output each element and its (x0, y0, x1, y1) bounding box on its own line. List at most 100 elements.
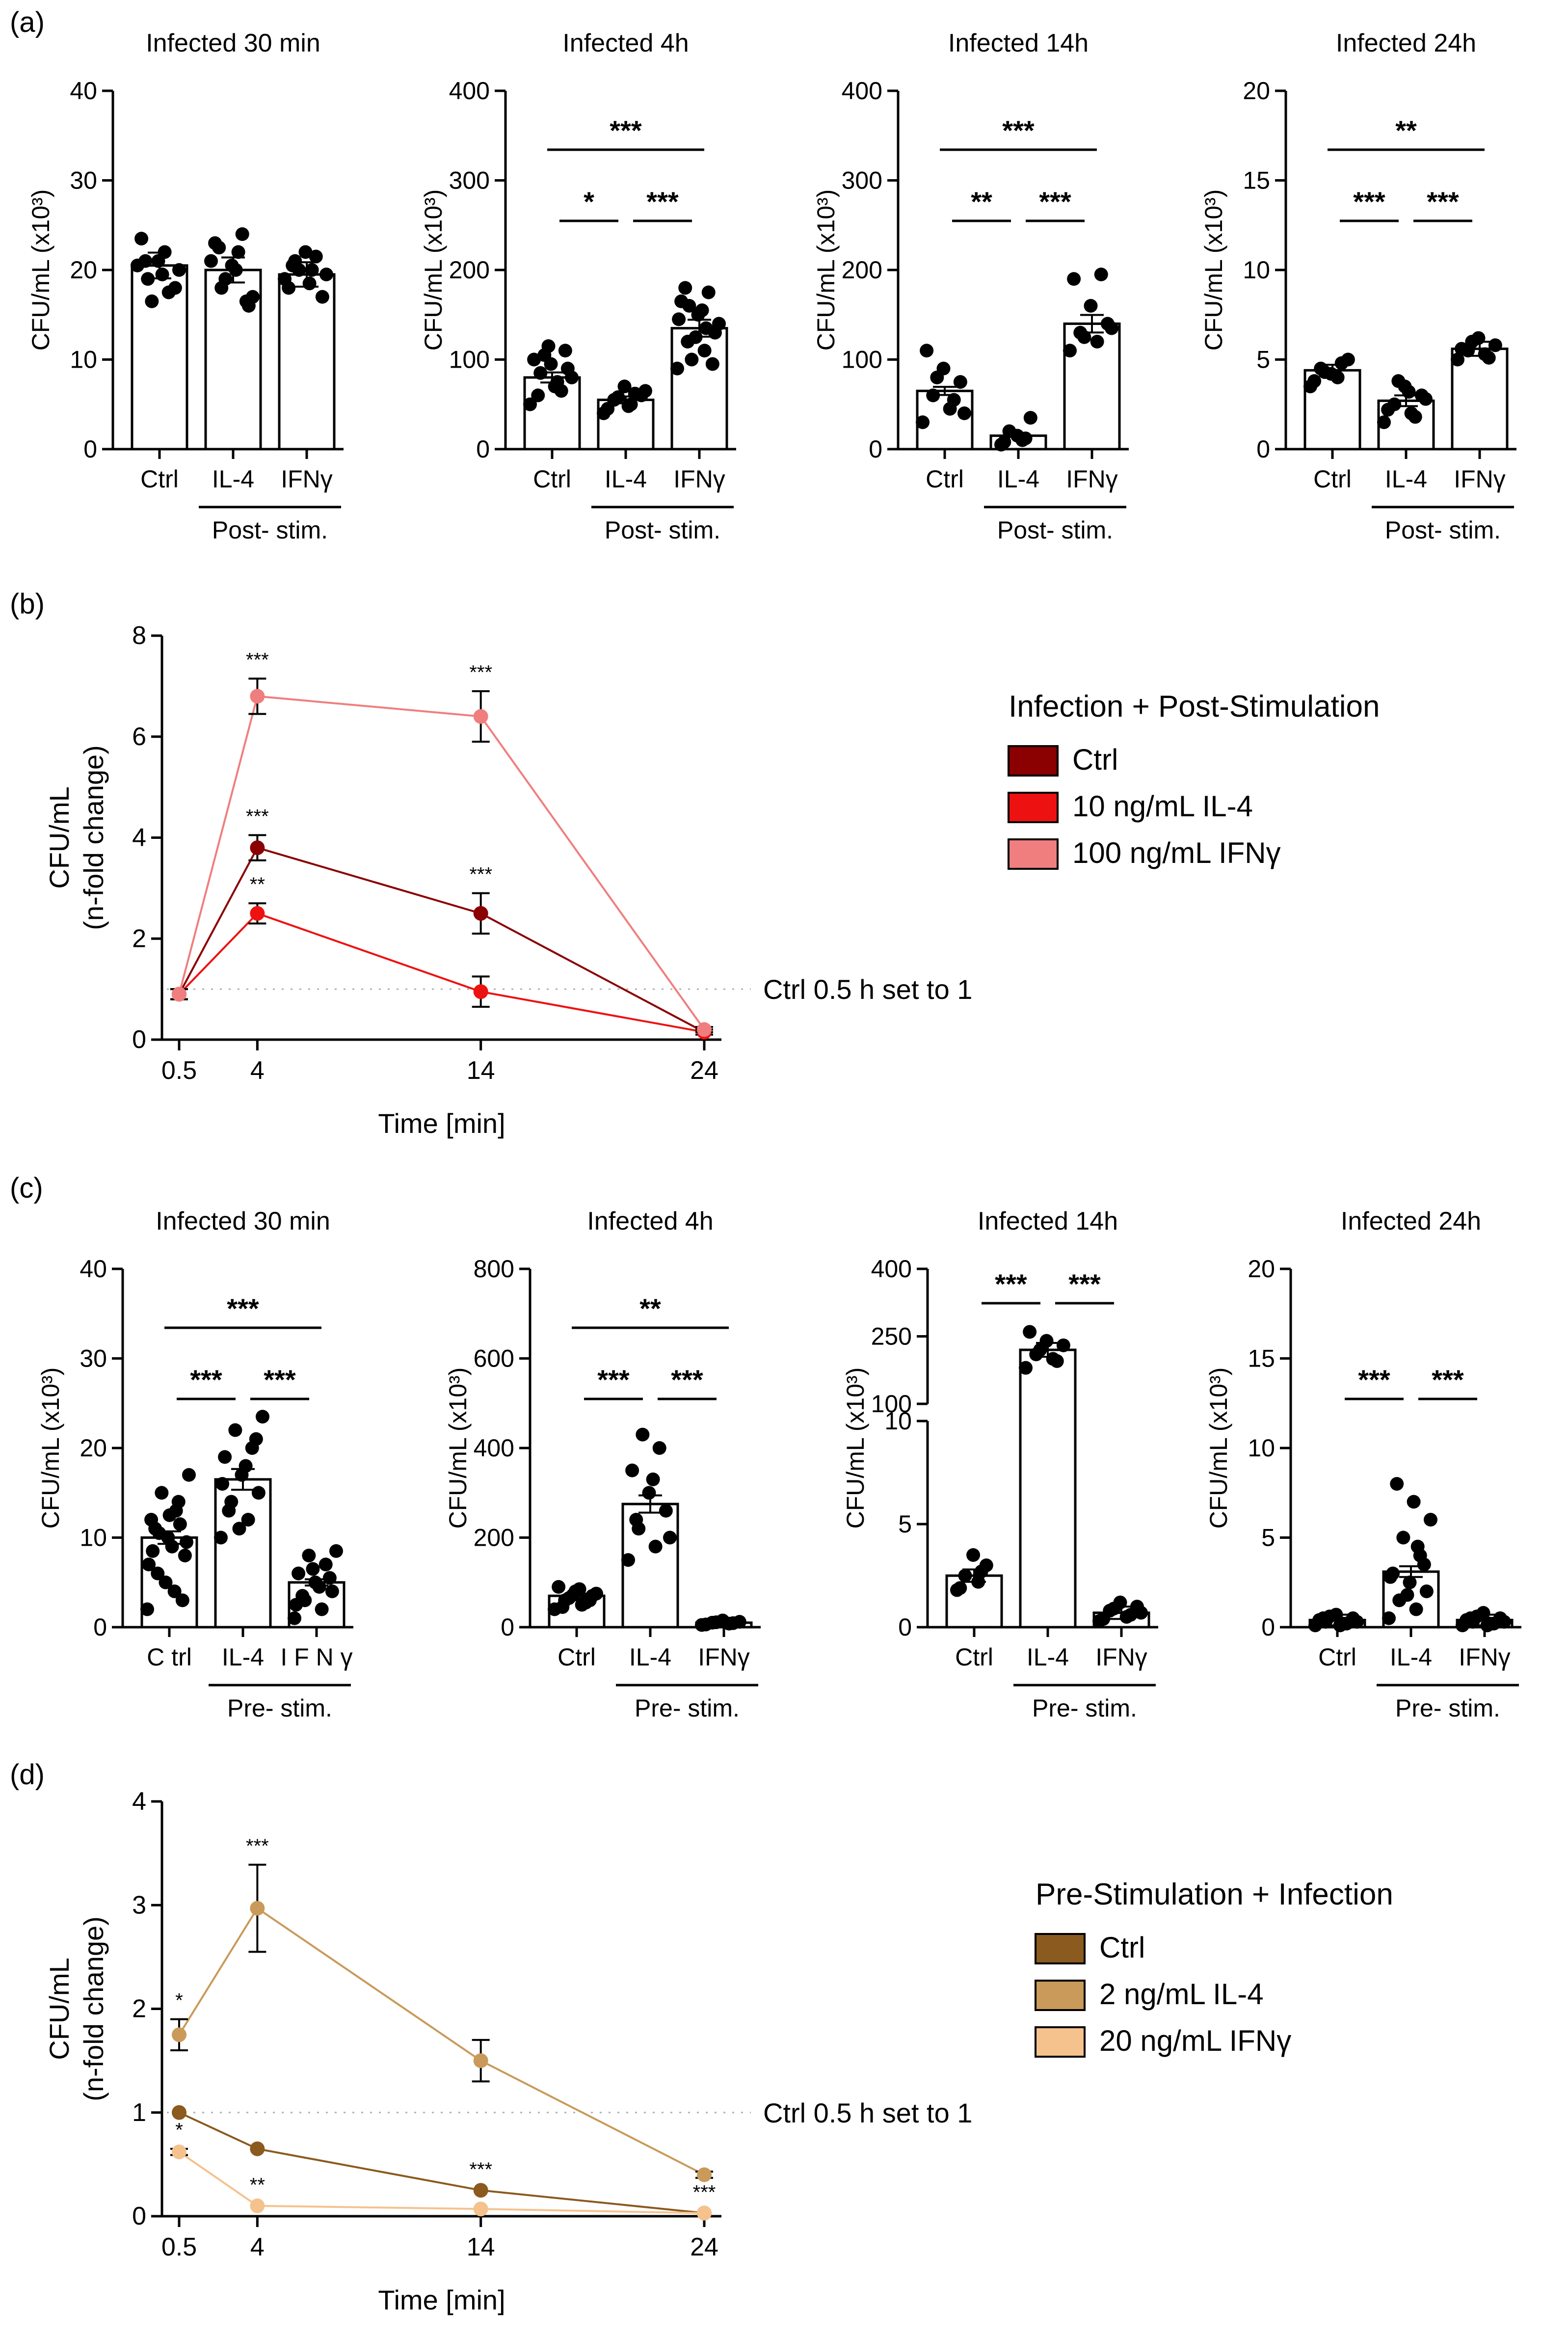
y-tick-label: 15 (1243, 167, 1270, 194)
data-point (527, 352, 541, 367)
data-point (159, 1575, 173, 1589)
data-point (473, 2201, 488, 2217)
data-point (309, 249, 323, 264)
data-point (1316, 1611, 1330, 1625)
data-point (172, 263, 186, 277)
data-point (712, 317, 726, 331)
data-point (312, 1580, 326, 1594)
y-axis-label: CFU/mL (x10³) (27, 189, 54, 351)
x-tick-label: Ctrl (955, 1643, 993, 1671)
y-tick-label: 30 (80, 1345, 107, 1372)
x-tick-label: IL-4 (222, 1643, 264, 1671)
y-tick-label: 40 (70, 77, 97, 105)
data-point (701, 285, 716, 299)
x-tick-label: IFNγ (1454, 465, 1506, 493)
data-point (997, 435, 1011, 449)
chart-title: Infected 24h (1336, 29, 1476, 57)
data-point (646, 1472, 660, 1486)
significance-label: *** (246, 1835, 269, 1857)
data-point (1334, 356, 1349, 370)
data-point (1056, 1338, 1070, 1352)
legend-label: Ctrl (1072, 743, 1118, 776)
y-tick-label: 0 (501, 1613, 514, 1641)
data-point (957, 406, 971, 420)
x-tick-label: Ctrl (926, 465, 964, 493)
y-tick-label: 250 (871, 1323, 912, 1350)
data-point (1382, 1611, 1396, 1625)
data-point (161, 285, 176, 299)
group-label: Pre- stim. (227, 1694, 332, 1722)
data-point (1084, 299, 1098, 313)
data-point (172, 987, 186, 1002)
x-tick-label: Ctrl (558, 1643, 596, 1671)
data-point (173, 1517, 187, 1531)
data-point (229, 263, 243, 277)
significance-label: * (584, 186, 594, 217)
x-tick-label: 14 (467, 1056, 495, 1085)
y-tick-label: 0 (1261, 1613, 1275, 1641)
x-tick-label: IFNγ (698, 1643, 750, 1671)
data-point (241, 1513, 255, 1527)
data-point (1023, 1325, 1037, 1339)
y-axis-label-line: CFU/mL (44, 1958, 75, 2060)
data-point (250, 689, 265, 704)
data-point (685, 352, 699, 367)
y-axis-label-line: (n-fold change) (78, 745, 109, 930)
data-point (1077, 330, 1091, 344)
data-point (179, 1535, 193, 1549)
data-point (250, 2141, 265, 2156)
y-tick-label: 400 (871, 1255, 912, 1283)
y-axis-label-line: (n-fold change) (78, 1916, 109, 2101)
legend-swatch (1008, 792, 1059, 823)
data-point (319, 268, 333, 282)
data-point (601, 402, 615, 416)
significance-label: *** (1353, 186, 1385, 217)
data-point (1033, 1343, 1047, 1357)
y-tick-label: 100 (871, 1390, 912, 1418)
data-point (564, 371, 579, 384)
data-point (1063, 344, 1077, 358)
data-point (178, 1549, 192, 1562)
data-point (1094, 268, 1108, 282)
data-point (1023, 411, 1037, 425)
data-point (1403, 1575, 1417, 1589)
legend-swatch (1008, 838, 1059, 870)
data-point (155, 1486, 169, 1500)
significance-label: *** (1432, 1364, 1464, 1395)
significance-label: *** (227, 1293, 259, 1324)
y-tick-label: 2 (132, 924, 146, 953)
data-point (642, 1486, 656, 1500)
y-axis-label: CFU/mL (x10³) (842, 1368, 869, 1529)
data-point (235, 227, 249, 241)
significance-label: *** (264, 1364, 296, 1395)
group-label: Pre- stim. (1395, 1694, 1500, 1722)
significance-label: *** (190, 1364, 222, 1395)
x-tick-label: 4 (250, 1056, 265, 1085)
data-point (218, 1450, 232, 1464)
data-point (556, 1600, 570, 1614)
data-point (250, 1901, 265, 1916)
bar-1 (1019, 1348, 1077, 1629)
data-point (1407, 1495, 1421, 1509)
data-point (958, 1569, 972, 1583)
x-tick-label: IL-4 (1390, 1643, 1432, 1671)
x-tick-label: 0.5 (161, 1056, 197, 1085)
group-label: Pre- stim. (1032, 1694, 1137, 1722)
y-tick-label: 0 (898, 1613, 912, 1641)
reference-label: Ctrl 0.5 h set to 1 (763, 974, 972, 1005)
data-point (250, 840, 265, 856)
y-tick-label: 200 (842, 256, 882, 284)
x-tick-label: Ctrl (533, 465, 571, 493)
data-point (146, 1544, 160, 1558)
x-tick-label: C trl (147, 1643, 192, 1671)
y-tick-label: 6 (132, 723, 146, 751)
y-tick-label: 5 (1256, 346, 1270, 374)
y-tick-label: 5 (1261, 1524, 1275, 1552)
data-point (212, 241, 226, 255)
significance-label: ** (971, 186, 992, 217)
data-point (1383, 1570, 1398, 1584)
y-tick-label: 0 (132, 2202, 146, 2230)
panel-label-a: (a) (10, 6, 45, 38)
data-point (1390, 1477, 1404, 1491)
y-tick-label: 1 (132, 2098, 146, 2127)
